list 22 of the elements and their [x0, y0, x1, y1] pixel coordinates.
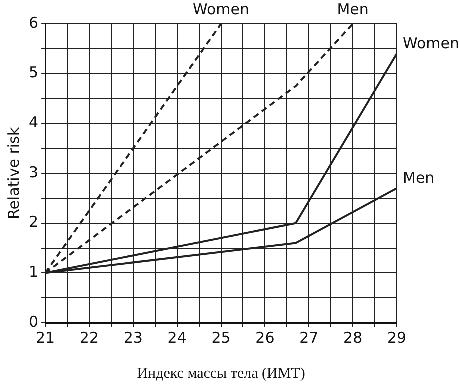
x-tick-label: 29 [387, 328, 407, 347]
y-tick-label: 4 [28, 114, 39, 132]
x-tick-label: 26 [256, 328, 275, 347]
series-label: Men [337, 0, 369, 18]
x-tick-label: 25 [212, 328, 231, 347]
y-tick-label: 5 [28, 64, 39, 82]
x-tick-label: 21 [36, 328, 56, 347]
series-label: Men [403, 168, 435, 187]
y-tick-label: 3 [28, 163, 39, 182]
x-tick-label: 23 [124, 328, 143, 347]
series-label: Women [403, 34, 459, 52]
y-tick-label: 1 [28, 263, 39, 282]
y-tick-label: 6 [28, 14, 39, 32]
y-axis-title: Relative risk [4, 127, 23, 220]
x-tick-label: 28 [344, 328, 363, 347]
x-tick-label: 24 [168, 328, 187, 347]
x-tick-label: 22 [80, 328, 100, 347]
x-axis-title: Индекс массы тела (ИМТ) [137, 366, 306, 382]
x-tick-label: 27 [300, 328, 319, 347]
y-tick-label: 2 [28, 213, 39, 232]
series-label: Women [193, 0, 250, 18]
y-tick-label: 0 [28, 312, 39, 331]
